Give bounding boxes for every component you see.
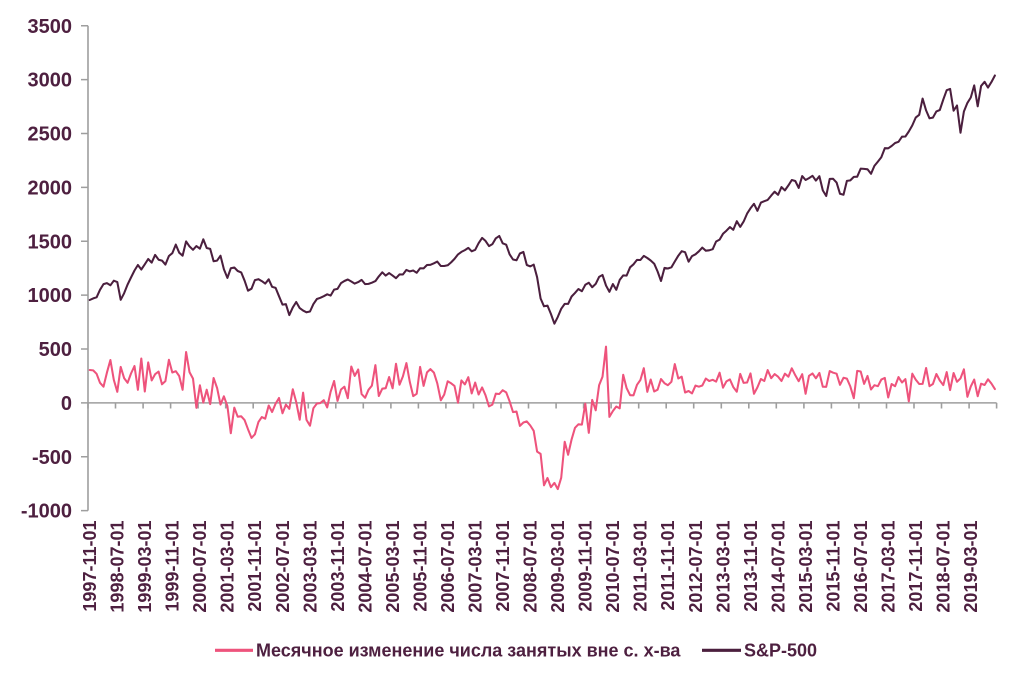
svg-text:2011-11-01: 2011-11-01 — [658, 521, 678, 611]
svg-text:2011-03-01: 2011-03-01 — [631, 521, 651, 612]
svg-text:3500: 3500 — [28, 16, 73, 38]
svg-text:2000-07-01: 2000-07-01 — [190, 521, 210, 613]
svg-text:2009-11-01: 2009-11-01 — [576, 521, 596, 612]
svg-text:1999-03-01: 1999-03-01 — [135, 521, 155, 613]
svg-text:2002-07-01: 2002-07-01 — [273, 521, 293, 613]
svg-text:1998-07-01: 1998-07-01 — [108, 521, 128, 613]
svg-text:2005-03-01: 2005-03-01 — [383, 521, 403, 613]
svg-text:2007-03-01: 2007-03-01 — [466, 521, 486, 613]
svg-text:S&P-500: S&P-500 — [744, 641, 817, 661]
svg-text:2500: 2500 — [28, 124, 73, 146]
svg-text:1999-11-01: 1999-11-01 — [163, 521, 183, 612]
svg-text:-500: -500 — [32, 447, 72, 469]
svg-text:2013-11-01: 2013-11-01 — [741, 521, 761, 612]
svg-text:2006-07-01: 2006-07-01 — [438, 521, 458, 613]
svg-text:2013-03-01: 2013-03-01 — [713, 521, 733, 613]
svg-text:2008-07-01: 2008-07-01 — [521, 521, 541, 613]
svg-text:2000: 2000 — [28, 177, 73, 199]
svg-text:2012-07-01: 2012-07-01 — [686, 521, 706, 613]
svg-text:2014-07-01: 2014-07-01 — [768, 521, 788, 613]
svg-text:500: 500 — [39, 339, 72, 361]
svg-text:2003-11-01: 2003-11-01 — [328, 521, 348, 612]
svg-text:2001-03-01: 2001-03-01 — [218, 521, 238, 613]
svg-text:0: 0 — [61, 393, 72, 415]
svg-text:2019-03-01: 2019-03-01 — [961, 521, 981, 613]
svg-text:2010-07-01: 2010-07-01 — [603, 521, 623, 613]
svg-text:2009-03-01: 2009-03-01 — [548, 521, 568, 613]
svg-text:2017-03-01: 2017-03-01 — [879, 521, 899, 613]
svg-text:2003-03-01: 2003-03-01 — [300, 521, 320, 613]
svg-text:2007-11-01: 2007-11-01 — [493, 521, 513, 612]
svg-text:2018-07-01: 2018-07-01 — [934, 521, 954, 613]
svg-text:2005-11-01: 2005-11-01 — [410, 521, 430, 612]
svg-text:Месячное изменение числа занят: Месячное изменение числа занятых вне с. … — [256, 641, 681, 661]
svg-text:1997-11-01: 1997-11-01 — [80, 521, 100, 612]
svg-text:1500: 1500 — [28, 231, 73, 253]
svg-text:3000: 3000 — [28, 70, 73, 92]
svg-text:2015-03-01: 2015-03-01 — [796, 521, 816, 613]
svg-text:2004-07-01: 2004-07-01 — [355, 521, 375, 613]
svg-text:-1000: -1000 — [21, 501, 72, 523]
svg-text:2001-11-01: 2001-11-01 — [245, 521, 265, 612]
svg-text:2016-07-01: 2016-07-01 — [851, 521, 871, 613]
svg-text:1000: 1000 — [28, 285, 73, 307]
svg-text:2017-11-01: 2017-11-01 — [906, 521, 926, 612]
svg-text:2015-11-01: 2015-11-01 — [823, 521, 843, 612]
